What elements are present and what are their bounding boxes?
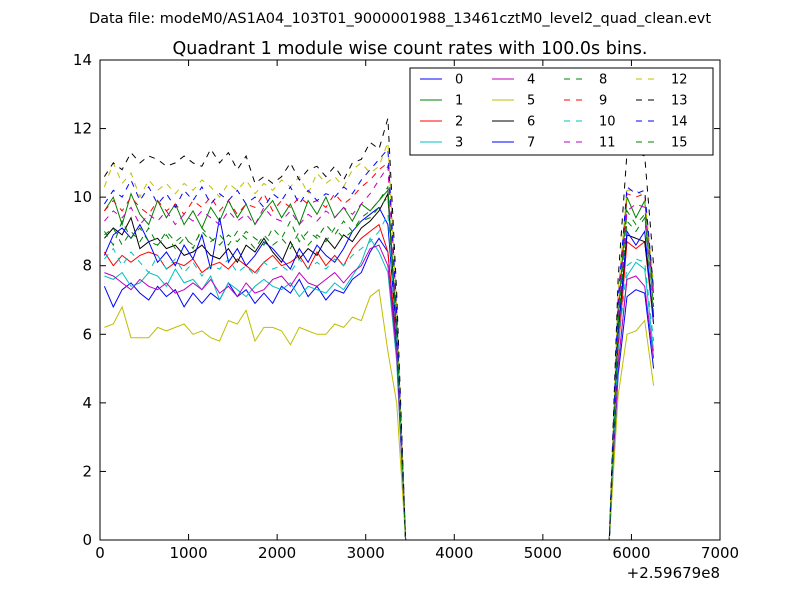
legend-label-4: 4 — [527, 73, 535, 88]
y-tick-label: 2 — [82, 462, 92, 480]
y-tick-label: 4 — [82, 394, 92, 412]
plot-area: 0 1000 2000 3000 4000 5000 6000 7000 0246810121… — [73, 51, 739, 582]
legend-frame — [409, 67, 714, 156]
series-line-11 — [104, 164, 655, 540]
series-line-1 — [103, 189, 655, 540]
y-tick-label: 12 — [73, 120, 92, 138]
series-layer — [103, 118, 655, 540]
legend-label-8: 8 — [599, 73, 607, 88]
series-line-2 — [103, 223, 655, 540]
y-tick-label: 6 — [82, 325, 92, 343]
chart-title: Quadrant 1 module wise count rates with … — [173, 39, 648, 59]
x-tick-label: 2000 — [258, 544, 296, 562]
legend-label-0: 0 — [455, 73, 463, 88]
series-line-5 — [104, 288, 655, 540]
x-axis: 0 1000 2000 3000 4000 5000 6000 7000 — [95, 60, 739, 562]
legend-label-9: 9 — [599, 94, 607, 109]
x-tick-label: 5000 — [524, 544, 562, 562]
x-tick-label: 0 — [95, 544, 105, 562]
plot-frame — [99, 59, 721, 541]
legend-label-1: 1 — [455, 94, 463, 109]
y-tick-label: 14 — [73, 51, 92, 69]
chart-suptitle: Data file: modeM0/AS1A04_103T01_90000019… — [89, 11, 711, 27]
series-line-4 — [104, 244, 655, 540]
series-line-3 — [104, 237, 655, 540]
series-line-12 — [103, 142, 655, 540]
x-tick-label: 3000 — [347, 544, 385, 562]
series-line-0 — [103, 237, 655, 540]
legend-label-11: 11 — [599, 136, 616, 151]
legend-label-12: 12 — [671, 73, 688, 88]
legend-label-2: 2 — [455, 115, 463, 130]
series-line-9 — [104, 161, 655, 540]
series-line-15 — [104, 195, 655, 540]
legend-label-6: 6 — [527, 115, 535, 130]
y-tick-label: 8 — [82, 257, 92, 275]
legend-label-15: 15 — [671, 136, 688, 151]
legend-label-14: 14 — [671, 115, 688, 130]
legend-label-5: 5 — [527, 94, 535, 109]
x-tick-label: 7000 — [701, 544, 739, 562]
x-tick-label: 4000 — [435, 544, 473, 562]
x-tick-label: 6000 — [612, 544, 650, 562]
legend-label-10: 10 — [599, 115, 616, 130]
legend-label-7: 7 — [527, 136, 535, 151]
series-line-7 — [103, 206, 655, 540]
y-tick-label: 0 — [82, 531, 92, 549]
series-line-8 — [103, 185, 655, 540]
series-line-10 — [104, 212, 655, 540]
legend-label-13: 13 — [671, 94, 688, 109]
legend-label-3: 3 — [455, 136, 463, 151]
x-tick-label: 1000 — [169, 544, 207, 562]
y-tick-label: 10 — [73, 188, 92, 206]
series-line-14 — [103, 147, 655, 540]
series-line-13 — [103, 118, 655, 540]
x-offset-label: +2.59679e8 — [627, 564, 720, 582]
